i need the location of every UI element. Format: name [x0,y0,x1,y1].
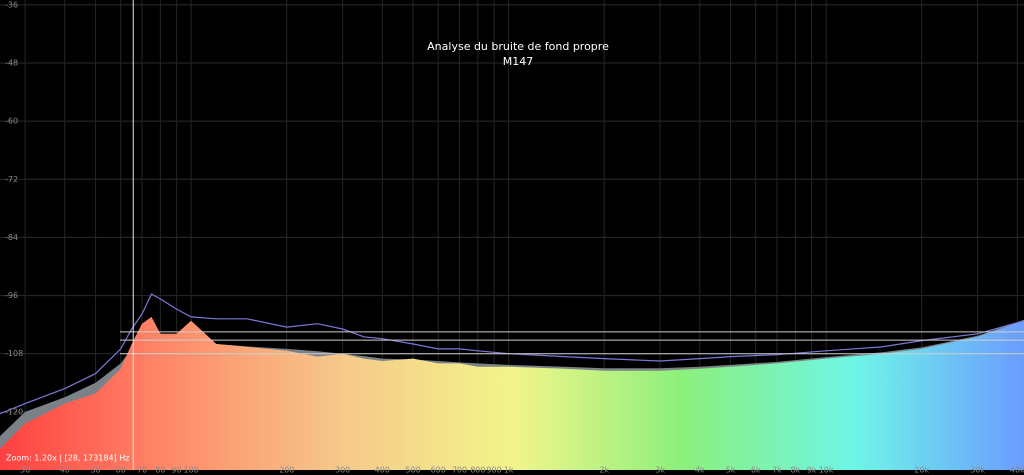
x-tick-label: 30 [20,466,30,475]
x-tick-label: 30k [970,466,985,475]
x-tick-label: 300 [335,466,350,475]
x-tick-label: 80 [155,466,165,475]
x-tick-label: 3k [655,466,665,475]
x-tick-label: 10k [819,466,834,475]
chart-subtitle: M147 [503,55,534,68]
spectrum-area [0,316,1024,470]
x-tick-label: 20k [914,466,929,475]
y-tick-label: -48 [5,58,18,67]
x-tick-label: 200 [279,466,294,475]
x-tick-label: 60 [116,466,126,475]
y-tick-label: -60 [5,117,18,126]
zoom-info: Zoom: 1.20x | [28, 173184] Hz [6,454,129,463]
chart-title: Analyse du bruite de fond propre [427,40,609,53]
x-tick-label: 5k [726,466,736,475]
x-tick-label: 9k [807,466,817,475]
x-tick-label: 800 [470,466,485,475]
x-tick-label: 4k [695,466,705,475]
y-tick-label: -108 [5,349,23,358]
x-tick-label: 7k [772,466,782,475]
x-tick-label: 6k [751,466,761,475]
x-tick-label: 1k [504,466,514,475]
y-tick-label: -84 [5,233,18,242]
y-tick-label: -120 [5,407,23,416]
x-tick-label: 100 [184,466,199,475]
x-tick-label: 700 [452,466,467,475]
y-tick-label: -96 [5,291,18,300]
x-tick-label: 50 [90,466,100,475]
x-tick-label: 400 [375,466,390,475]
x-tick-label: 2k [599,466,609,475]
x-tick-label: 70 [137,466,147,475]
x-tick-label: 40k [1010,466,1024,475]
x-tick-label: 40 [60,466,70,475]
x-tick-label: 600 [431,466,446,475]
x-tick-label: 8k [790,466,800,475]
y-tick-label: -36 [5,0,18,9]
x-tick-label: 90 [172,466,182,475]
x-tick-label: 900 [486,466,501,475]
y-tick-label: -72 [5,175,18,184]
x-tick-label: 500 [405,466,420,475]
peak-line [0,293,1024,415]
